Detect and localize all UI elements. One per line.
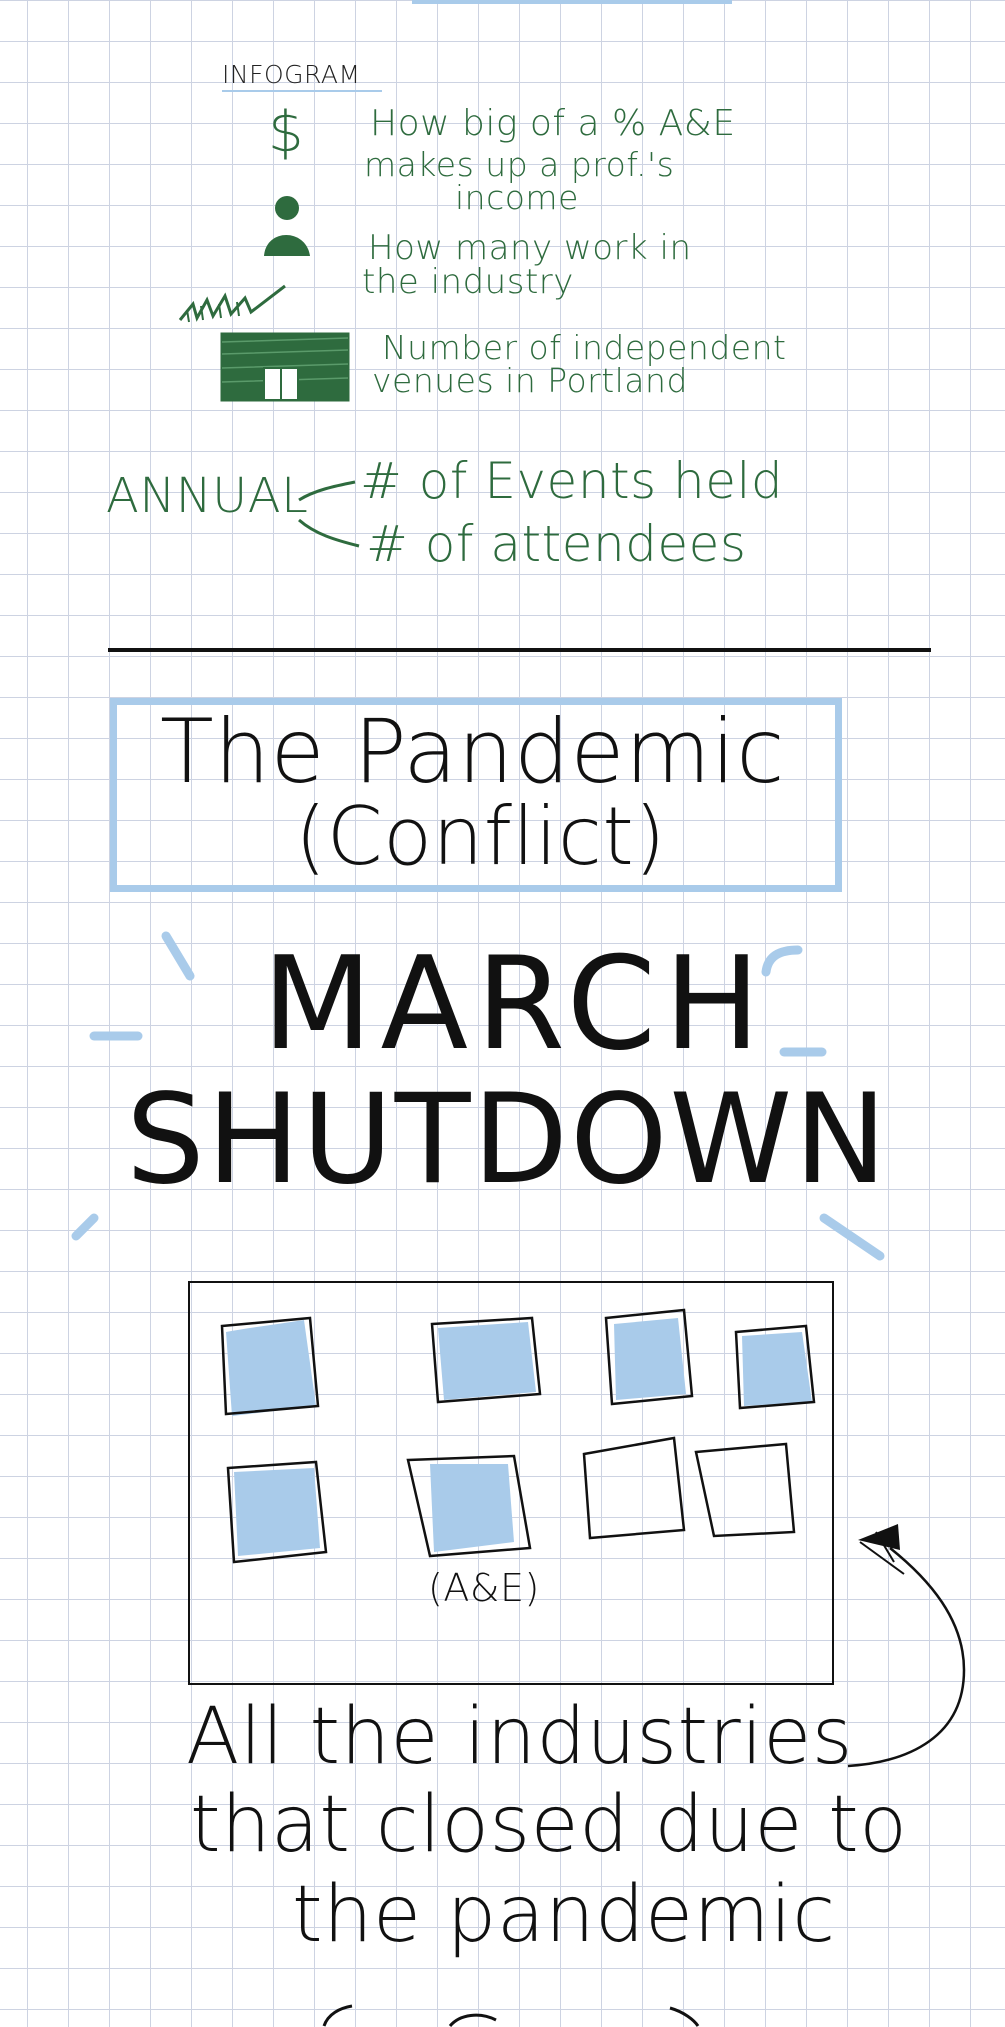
- industry-square-5: [226, 1460, 328, 1564]
- infogram-item-2-line-1: How many work in: [368, 228, 692, 268]
- shutdown-line-2: SHUTDOWN: [126, 1068, 889, 1212]
- infogram-item-3-line-2: venues in Portland: [372, 361, 688, 400]
- a-and-e-label: (A&E): [428, 1566, 540, 1610]
- shutdown-line-1: MARCH: [262, 930, 769, 1079]
- infogram-item-2-line-2: the industry: [362, 262, 574, 302]
- section-divider: [108, 648, 931, 652]
- annual-item-events: # of Events held: [360, 452, 784, 510]
- top-box-edge: [412, 0, 732, 4]
- city-skyline-icon: [178, 284, 286, 323]
- infogram-item-3-line-1: Number of independent: [382, 328, 787, 367]
- infogram-heading-underline: [222, 90, 382, 92]
- industries-caption-line-3: the pandemic: [292, 1870, 836, 1960]
- industry-square-8: [694, 1442, 796, 1538]
- industry-square-7: [582, 1436, 686, 1540]
- pandemic-subtitle: (Conflict): [295, 790, 666, 883]
- infogram-item-1-line-3: income: [455, 178, 579, 217]
- annual-label: ANNUAL: [106, 468, 309, 524]
- pandemic-title: The Pandemic: [160, 700, 786, 803]
- dollar-sign-icon: $: [268, 100, 305, 165]
- annual-item-attendees: # of attendees: [366, 515, 747, 573]
- emphasis-dashes: [71, 931, 885, 1261]
- infogram-item-1-line-2: makes up a prof.'s: [364, 145, 675, 184]
- industry-square-6-a-and-e: [406, 1454, 532, 1558]
- industries-caption-line-2: that closed due to: [190, 1780, 908, 1870]
- venue-building-icon: [220, 332, 350, 402]
- industries-frame: [188, 1281, 834, 1685]
- industry-square-2: [430, 1316, 542, 1404]
- industry-square-1: [220, 1316, 320, 1416]
- annual-branch-lines: [298, 480, 360, 548]
- arrow-icon: [847, 1524, 966, 1768]
- person-icon: [264, 196, 310, 256]
- infogram-item-1-line-1: How big of a % A&E: [370, 103, 736, 144]
- cutoff-text-fragment: [322, 2004, 700, 2027]
- industry-square-4: [734, 1324, 816, 1410]
- infogram-heading: INFOGRAM: [222, 60, 361, 89]
- industry-square-3: [604, 1308, 694, 1406]
- pandemic-box: [110, 698, 842, 892]
- industries-caption-line-1: All the industries: [186, 1692, 853, 1782]
